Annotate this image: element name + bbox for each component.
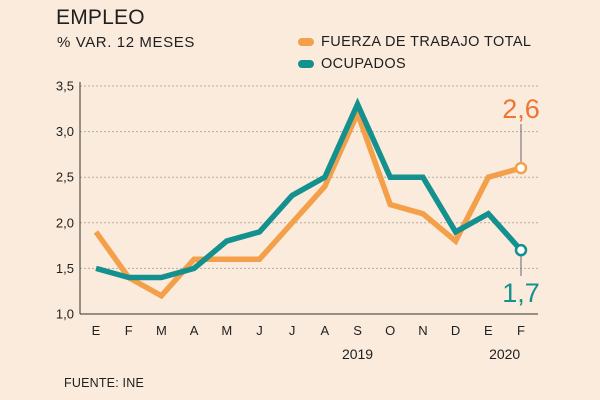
year-label: 2020: [489, 346, 520, 362]
legend-label-fuerza: FUERZA DE TRABAJO TOTAL: [321, 34, 532, 50]
legend-swatch-fuerza: [298, 38, 314, 46]
x-tick-label: E: [92, 323, 101, 338]
end-point-marker: [514, 161, 528, 175]
x-tick-label: S: [353, 323, 362, 338]
x-tick-label: J: [289, 323, 296, 338]
legend-swatch-ocupados: [298, 60, 314, 68]
x-tick-label: O: [385, 323, 395, 338]
series-line-fuerza: [93, 106, 522, 300]
end-value-label: 1,7: [502, 278, 540, 308]
x-tick-label: F: [517, 323, 525, 338]
y-tick-label: 1,5: [56, 261, 74, 276]
x-tick-label: A: [321, 323, 330, 338]
x-tick-label: M: [156, 323, 167, 338]
y-tick-label: 3,5: [56, 79, 74, 94]
y-tick-label: 1,0: [56, 307, 74, 322]
legend-item-fuerza: FUERZA DE TRABAJO TOTAL: [298, 32, 531, 52]
end-point-marker: [514, 243, 528, 257]
year-label: 2019: [342, 346, 373, 362]
y-tick-label: 3,0: [56, 124, 74, 139]
series-line-ocupados: [95, 97, 524, 281]
x-tick-label: M: [221, 323, 232, 338]
legend-label-ocupados: OCUPADOS: [321, 56, 407, 72]
y-tick-label: 2,0: [56, 215, 74, 230]
x-tick-label: J: [256, 323, 263, 338]
source-note: FUENTE: INE: [64, 376, 144, 390]
x-tick-label: D: [451, 323, 460, 338]
y-tick-label: 2,5: [56, 170, 74, 185]
x-tick-label: A: [190, 323, 199, 338]
chart-subtitle: % VAR. 12 MESES: [57, 34, 195, 51]
chart-title: EMPLEO: [56, 6, 145, 29]
x-tick-label: N: [418, 323, 427, 338]
legend-item-ocupados: OCUPADOS: [298, 54, 406, 74]
x-tick-label: F: [125, 323, 133, 338]
x-tick-label: E: [484, 323, 493, 338]
end-value-label: 2,6: [502, 94, 540, 124]
